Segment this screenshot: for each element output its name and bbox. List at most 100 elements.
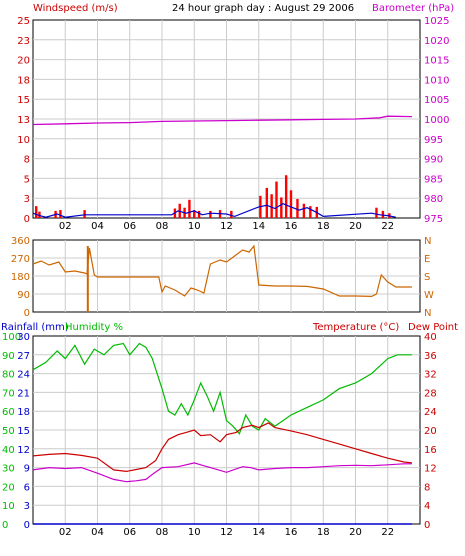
panel-1-hour-tick: 20 [349, 221, 362, 232]
barometer-axis-tick: 980 [424, 194, 443, 205]
panel-3-hour-tick: 06 [123, 527, 136, 538]
rainfall-axis-tick: 24 [17, 370, 30, 381]
temperature-axis-tick: 40 [424, 332, 437, 343]
direction-axis-tick: 90 [17, 290, 30, 301]
rainfall-axis-tick: 12 [17, 445, 30, 456]
windspeed-axis-tick: 3 [24, 194, 30, 205]
barometer-axis-tick: 985 [424, 174, 443, 185]
direction-axis-tick: 360 [11, 236, 30, 247]
gust-bar [230, 210, 233, 218]
gust-bar [59, 210, 62, 218]
barometer-axis-tick: 1020 [424, 36, 449, 47]
rainfall-axis-tick: 21 [17, 388, 30, 399]
rainfall-axis-tick: 3 [24, 501, 30, 512]
barometer-axis-tick: 1025 [424, 16, 449, 27]
panel-3-hour-tick: 10 [188, 527, 201, 538]
direction-axis-tick: 180 [11, 272, 30, 283]
rainfall-axis-tick: 18 [17, 407, 30, 418]
panel-1-hour-tick: 04 [91, 221, 104, 232]
barometer-axis-tick: 1015 [424, 56, 449, 67]
rainfall-axis-tick: 6 [24, 482, 30, 493]
barometer-axis-tick: 975 [424, 214, 443, 225]
rainfall-axis-tick: 30 [17, 332, 30, 343]
direction-axis-tick: 0 [24, 308, 30, 319]
gust-bar [270, 194, 273, 218]
gust-bar [265, 187, 269, 218]
windspeed-line [32, 203, 396, 218]
rainfall-axis-tick: 0 [24, 520, 30, 531]
temperature-axis-tick: 12 [424, 464, 437, 475]
panel-3-hour-tick: 20 [349, 527, 362, 538]
humidity-axis-tick: 30 [2, 464, 15, 475]
rainfall-axis-tick: 15 [17, 426, 30, 437]
panel-1-hour-tick: 12 [220, 221, 233, 232]
gust-bar [38, 211, 41, 218]
humidity-axis-tick: 80 [2, 370, 15, 381]
panel-3-hour-tick: 14 [252, 527, 265, 538]
barometer-axis-tick: 1010 [424, 75, 449, 86]
gust-bar [209, 210, 212, 218]
dewpoint-label: Dew Point [408, 322, 458, 333]
temperature-axis-tick: 28 [424, 388, 437, 399]
humidity-axis-tick: 60 [2, 407, 15, 418]
gust-bar [375, 207, 378, 218]
panel-3-hour-tick: 02 [59, 527, 72, 538]
temperature-axis-tick: 8 [424, 482, 430, 493]
gust-bar [302, 203, 306, 218]
gust-bar [197, 210, 201, 218]
panel-1-hour-tick: 08 [156, 221, 169, 232]
windspeed-axis-tick: 5 [24, 174, 30, 185]
windspeed-axis-tick: 20 [17, 56, 30, 67]
panel-1-hour-tick: 16 [285, 221, 298, 232]
humidity-axis-tick: 50 [2, 426, 15, 437]
graph-title: 24 hour graph day : August 29 2006 [172, 3, 354, 14]
humidity-axis-tick: 0 [2, 520, 8, 531]
temperature-axis-tick: 36 [424, 351, 437, 362]
humidity-axis-tick: 20 [2, 482, 15, 493]
temperature-label: Temperature (°C) [312, 322, 399, 333]
gust-bar [188, 199, 191, 218]
temperature-axis-tick: 24 [424, 407, 437, 418]
compass-axis-tick: N [424, 236, 431, 247]
compass-axis-tick: N [424, 308, 431, 319]
humidity-axis-tick: 10 [2, 501, 15, 512]
windspeed-axis-tick: 23 [17, 36, 30, 47]
humidity-axis-tick: 90 [2, 351, 15, 362]
gust-bar [284, 175, 288, 218]
compass-axis-tick: E [424, 254, 430, 265]
gust-bar [381, 210, 385, 218]
panel-3-hour-tick: 16 [285, 527, 298, 538]
panel-1-hour-tick: 14 [252, 221, 265, 232]
panel-3-hour-tick: 04 [91, 527, 104, 538]
windspeed-label: Windspeed (m/s) [33, 3, 118, 14]
humidity-axis-tick: 40 [2, 445, 15, 456]
panel-1-hour-tick: 22 [381, 221, 394, 232]
direction-axis-tick: 270 [11, 254, 30, 265]
barometer-axis-tick: 995 [424, 135, 443, 146]
barometer-line [32, 115, 412, 126]
rainfall-axis-tick: 27 [17, 351, 30, 362]
gust-bar [83, 210, 86, 218]
temperature-axis-tick: 4 [424, 501, 430, 512]
compass-axis-tick: S [424, 272, 430, 283]
gust-bar [280, 197, 283, 218]
gust-bar [289, 190, 293, 218]
panel-1-hour-tick: 18 [317, 221, 330, 232]
gust-bar [296, 198, 299, 218]
gust-bar [275, 181, 278, 218]
rainfall-label: Rainfall (mm) [1, 322, 69, 333]
windspeed-axis-tick: 15 [17, 95, 30, 106]
humidity-label: Humidity % [65, 322, 123, 333]
panel-3-hour-tick: 12 [220, 527, 233, 538]
panel-1-hour-tick: 02 [59, 221, 72, 232]
windspeed-axis-tick: 10 [17, 135, 30, 146]
temperature-axis-tick: 0 [424, 520, 430, 531]
humidity-axis-tick: 100 [2, 332, 21, 343]
windspeed-axis-tick: 13 [17, 115, 30, 126]
rainfall-axis-tick: 9 [24, 464, 30, 475]
panel-3-hour-tick: 18 [317, 527, 330, 538]
panel-3-hour-tick: 22 [381, 527, 394, 538]
windspeed-axis-tick: 18 [17, 75, 30, 86]
